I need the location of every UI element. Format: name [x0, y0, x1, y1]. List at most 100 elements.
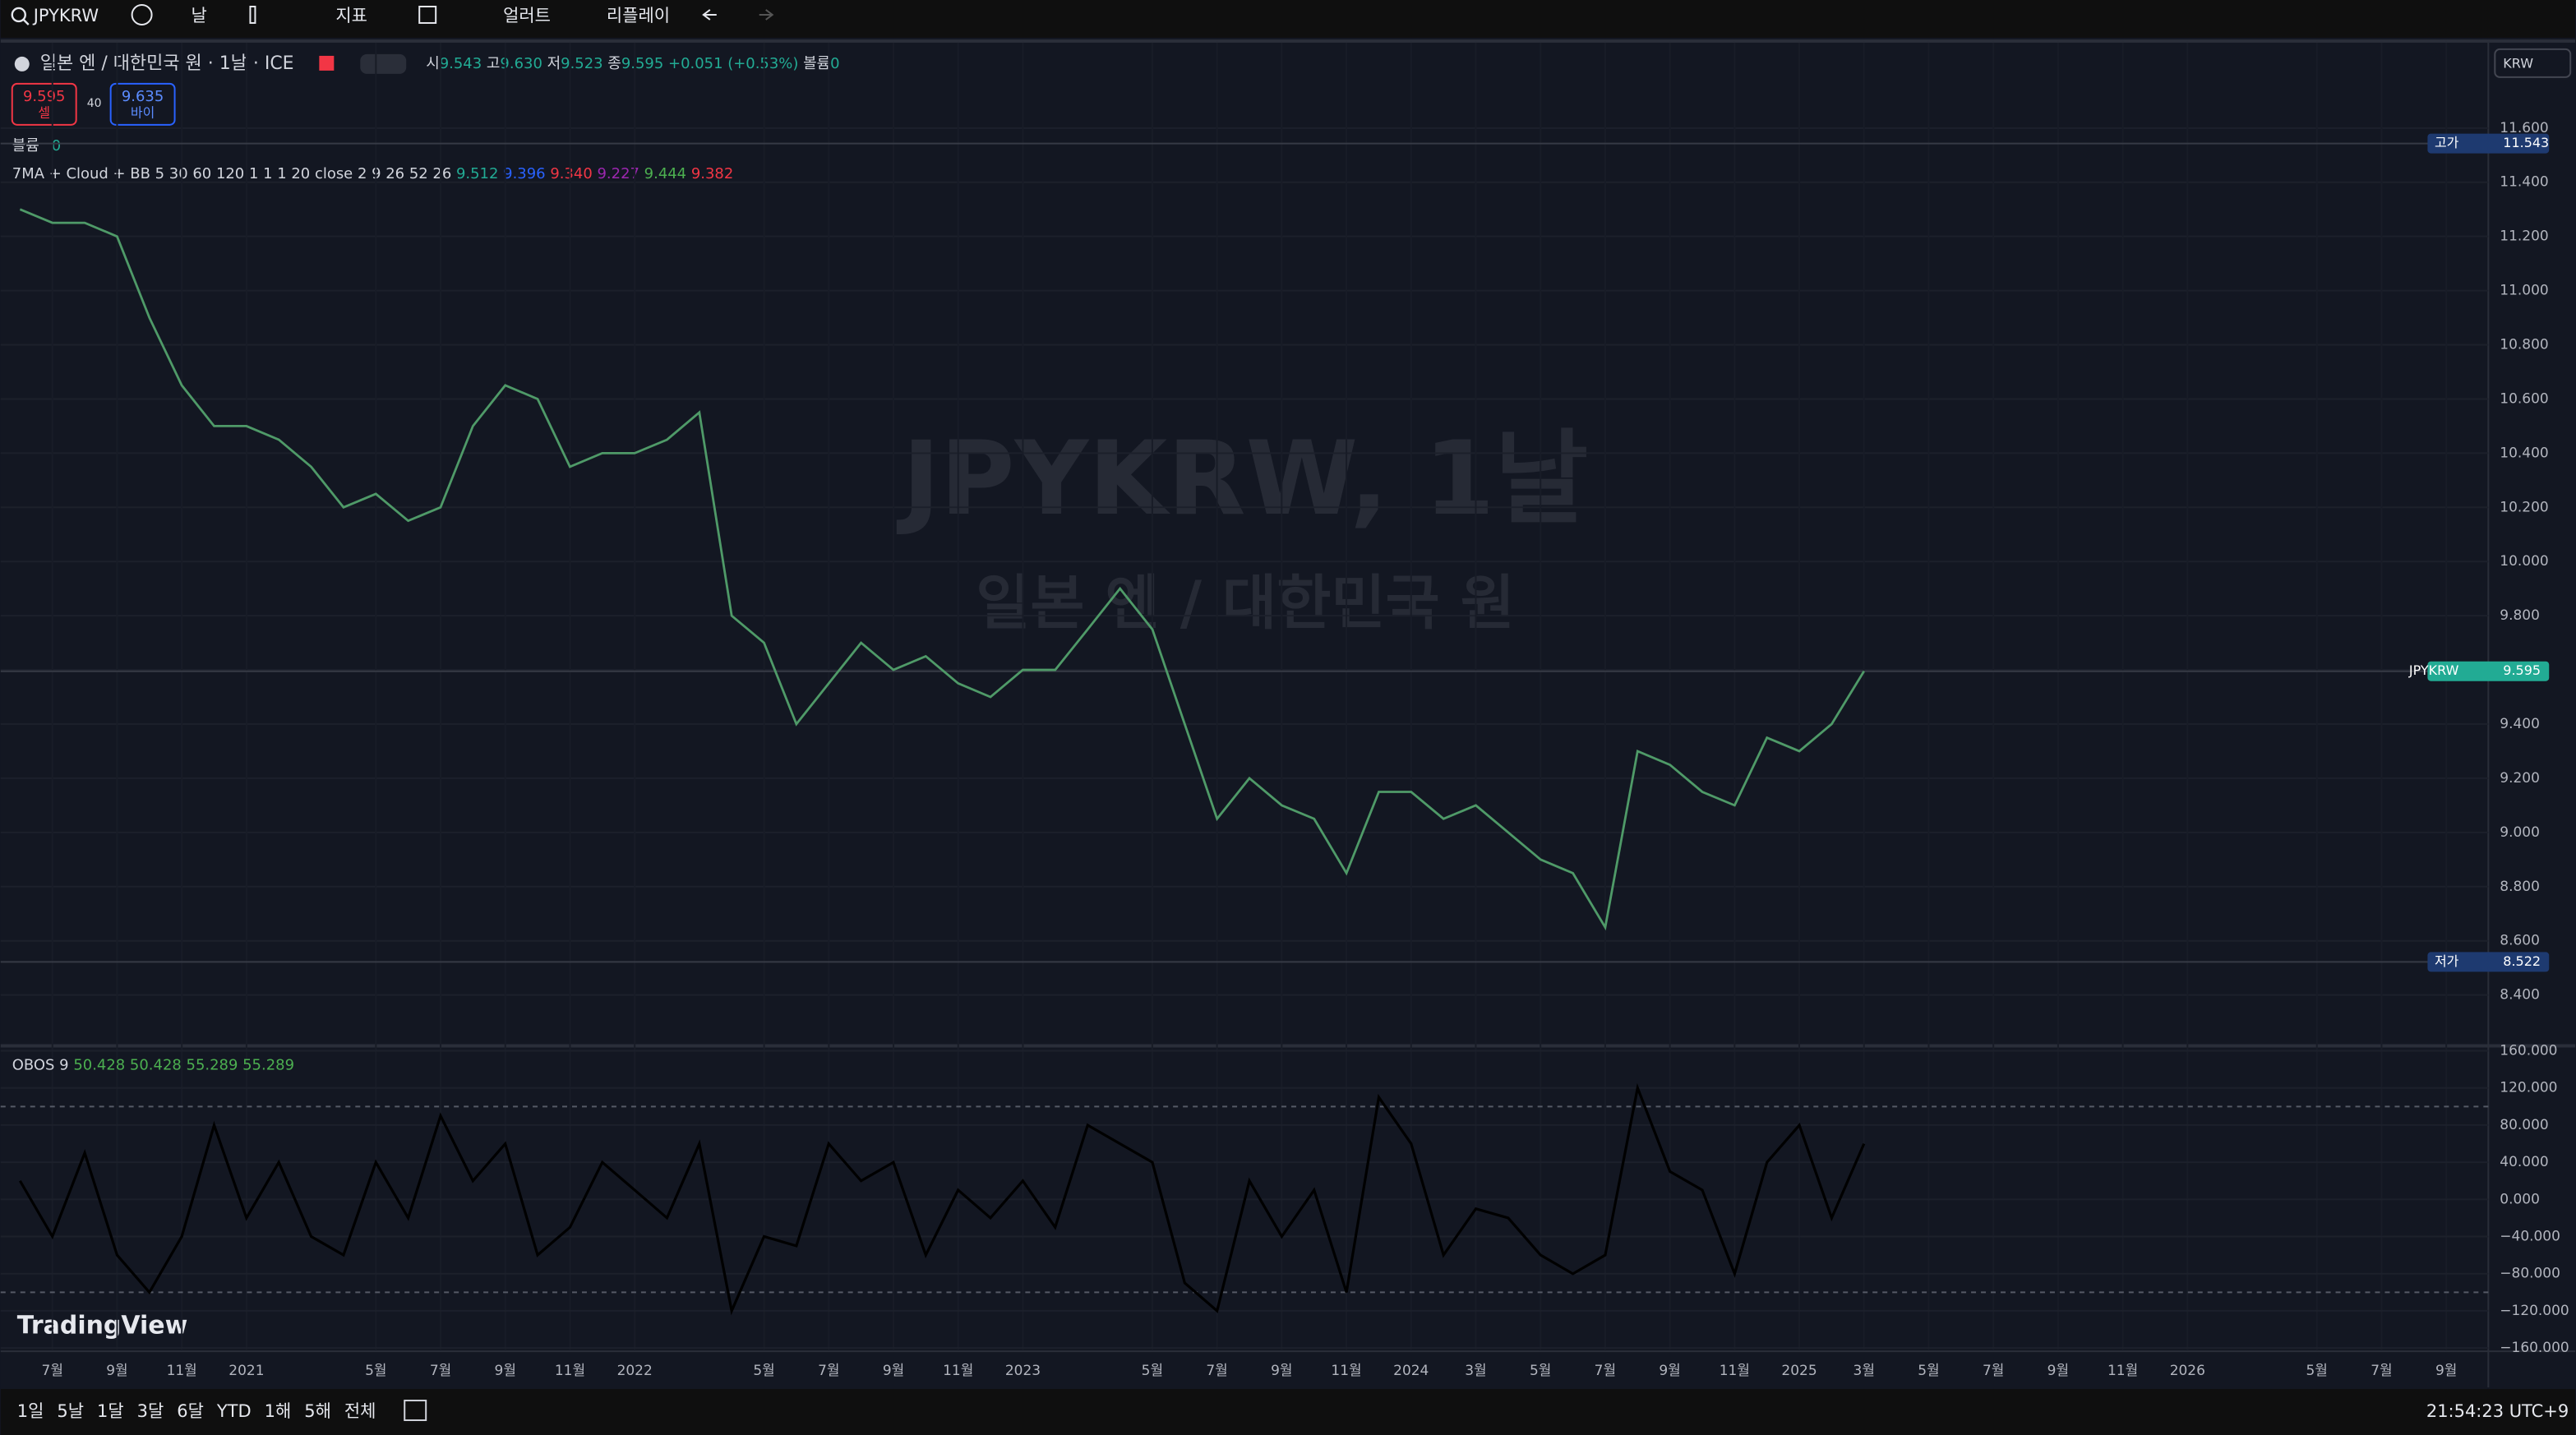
x-tick-label: 7월: [1206, 1363, 1227, 1379]
volume-label: 볼륨: [803, 55, 830, 72]
close-value: 9.595: [621, 55, 663, 72]
volume-legend-value: 0: [52, 137, 61, 155]
x-tick-label: 9월: [1659, 1363, 1680, 1379]
indicator-value: 50.428: [130, 1057, 182, 1074]
indicator-legend: OBOS 9 50.428 50.428 55.289 55.289: [12, 1057, 294, 1074]
x-tick-label: 2022: [617, 1363, 653, 1379]
replay-button[interactable]: 리플레이: [607, 6, 670, 25]
symbol-title: 일본 엔 / 대한민국 원 · 1날 · ICE: [40, 53, 294, 74]
range-button[interactable]: 1해: [265, 1401, 292, 1421]
x-tick-label: 9월: [883, 1363, 904, 1379]
x-tick-label: 7월: [2371, 1363, 2392, 1379]
date-range-button[interactable]: [404, 1400, 427, 1422]
y-tick-label: 11.600: [2500, 120, 2548, 136]
redo-button[interactable]: [759, 9, 774, 21]
buy-label: 바이: [131, 104, 155, 120]
price-tag-name: JPYKRW: [2408, 662, 2459, 678]
indicator-title: OBOS 9: [12, 1057, 69, 1074]
x-tick-label: 5월: [1530, 1363, 1551, 1379]
y-tick-label: 8.600: [2500, 933, 2540, 949]
indicator-value: 55.289: [242, 1057, 294, 1074]
y-tick-label: 11.200: [2500, 228, 2548, 245]
x-tick-label: 5월: [753, 1363, 774, 1379]
x-tick-label: 9월: [2435, 1363, 2457, 1379]
x-tick-label: 11월: [943, 1363, 973, 1379]
y-tick-label: 10.400: [2500, 445, 2548, 461]
indicator-value: 55.289: [187, 1057, 238, 1074]
high-value: 9.630: [500, 55, 542, 72]
x-tick-label: 7월: [1595, 1363, 1616, 1379]
y-tick-label: 10.200: [2500, 499, 2548, 515]
y-tick-label: 9.800: [2500, 607, 2540, 624]
y-tick-label: 10.000: [2500, 553, 2548, 570]
sell-label: 셀: [38, 104, 50, 120]
range-button[interactable]: 5날: [57, 1401, 84, 1421]
change-value: +0.051 (+0.53%): [668, 55, 798, 72]
add-symbol[interactable]: [131, 3, 153, 25]
price-tag-name: 고가: [2435, 135, 2459, 150]
y-tick-label: −40.000: [2500, 1229, 2560, 1245]
y-tick-label: 10.600: [2500, 390, 2548, 407]
watermark-title: JPYKRW, 1날: [897, 420, 1589, 538]
y-tick-label: 120.000: [2500, 1080, 2557, 1096]
y-tick-label: 80.000: [2500, 1117, 2548, 1133]
y-tick-label: 11.400: [2500, 174, 2548, 191]
x-tick-label: 5월: [2306, 1363, 2328, 1379]
currency-select[interactable]: [2494, 48, 2572, 78]
sell-button[interactable]: [11, 82, 77, 126]
range-button[interactable]: 6달: [177, 1401, 204, 1421]
indicator-value: 50.428: [73, 1057, 125, 1074]
indicators-button[interactable]: 지표: [335, 6, 367, 25]
x-tick-label: 9월: [2047, 1363, 2069, 1379]
ma-value: 9.227: [598, 165, 639, 182]
x-tick-label: 11월: [555, 1363, 585, 1379]
alerts-button[interactable]: 얼러트: [503, 6, 551, 25]
x-tick-label: 2026: [2170, 1363, 2205, 1379]
range-button[interactable]: YTD: [216, 1401, 252, 1421]
ma-legend-label: 7MA + Cloud + BB 5 30 60 120 1 1 1 20 cl…: [12, 165, 452, 182]
layout-button[interactable]: [418, 5, 437, 24]
price-tag: [2427, 133, 2550, 154]
price-tag-name: 저가: [2435, 953, 2459, 969]
open-label: 시: [426, 55, 440, 72]
interval-button[interactable]: 날: [192, 6, 207, 25]
y-tick-label: −80.000: [2500, 1266, 2560, 1282]
spread: 40: [87, 97, 102, 110]
y-tick-label: 9.000: [2500, 824, 2540, 841]
range-button[interactable]: 1일: [17, 1401, 44, 1421]
y-tick-label: 9.400: [2500, 716, 2540, 732]
x-tick-label: 7월: [430, 1363, 451, 1379]
price-tag: [2427, 952, 2550, 972]
tradingview-logo: TradingView: [17, 1312, 188, 1340]
y-tick-label: 10.800: [2500, 337, 2548, 353]
range-button[interactable]: 전체: [344, 1401, 376, 1421]
x-tick-label: 2023: [1005, 1363, 1041, 1379]
open-value: 9.543: [440, 55, 482, 72]
x-tick-label: 7월: [42, 1363, 63, 1379]
volume-legend-label: 볼륨: [12, 137, 39, 155]
sell-price: 9.595: [23, 88, 65, 105]
buy-button[interactable]: [109, 82, 176, 126]
x-tick-label: 5월: [1918, 1363, 1939, 1379]
x-tick-label: 11월: [2107, 1363, 2138, 1379]
chart-type-button[interactable]: [249, 5, 256, 24]
low-label: 저: [547, 55, 561, 72]
range-button[interactable]: 1달: [97, 1401, 124, 1421]
ma-value: 9.396: [503, 165, 545, 182]
range-button[interactable]: 3달: [137, 1401, 164, 1421]
y-tick-label: 40.000: [2500, 1154, 2548, 1170]
price-tag-value: 11.543: [2503, 135, 2549, 150]
y-tick-label: 9.200: [2500, 770, 2540, 787]
y-tick-label: −160.000: [2500, 1340, 2569, 1356]
ma-legend: 7MA + Cloud + BB 5 30 60 120 1 1 1 20 cl…: [12, 165, 734, 182]
range-button[interactable]: 5해: [304, 1401, 331, 1421]
undo-button[interactable]: [702, 9, 717, 21]
symbol-search[interactable]: JPYKRW: [32, 6, 99, 25]
price-tag: [2427, 661, 2550, 681]
y-tick-label: 160.000: [2500, 1043, 2557, 1059]
ma-value: 9.340: [550, 165, 592, 182]
ma-value: 9.382: [691, 165, 733, 182]
watermark-subtitle: 일본 엔 / 대한민국 원: [976, 569, 1515, 638]
